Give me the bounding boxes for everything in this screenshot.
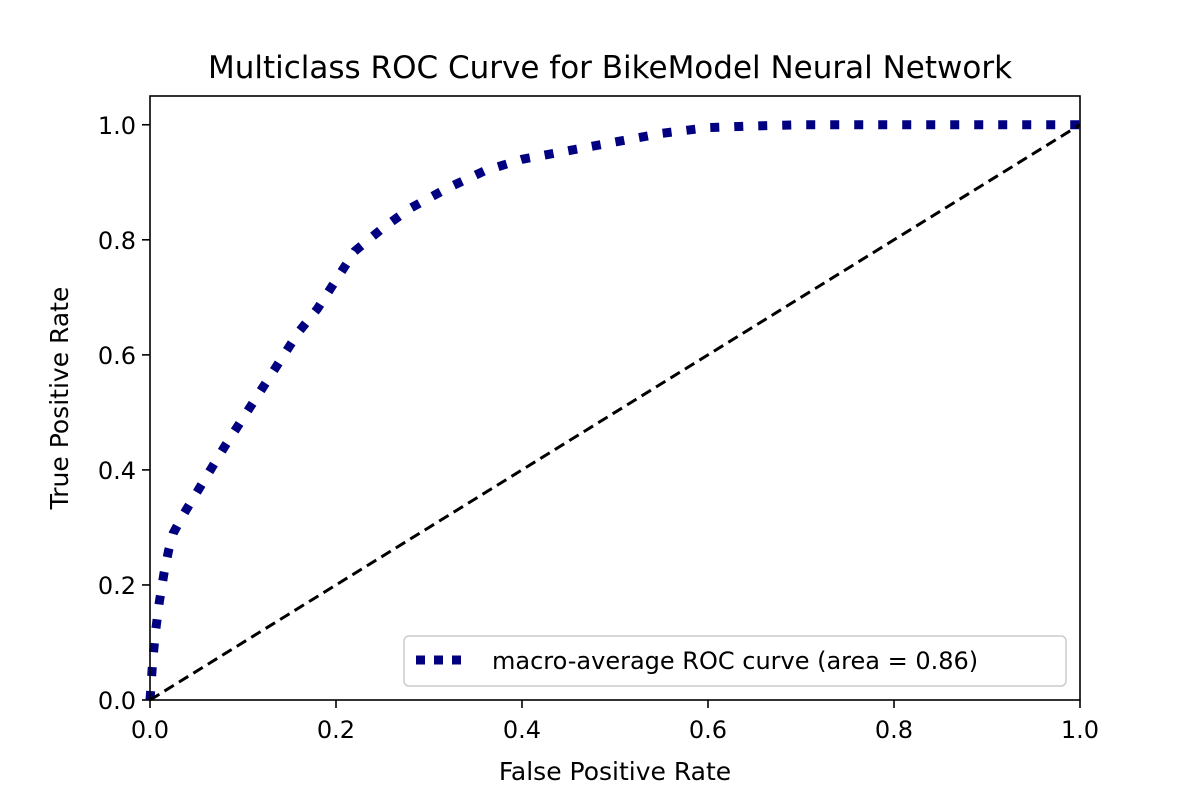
x-tick-label: 0.2 bbox=[317, 716, 355, 744]
legend: macro-average ROC curve (area = 0.86) bbox=[403, 635, 1067, 687]
series-line-diagonal bbox=[149, 123, 1081, 702]
legend-label-macro-average: macro-average ROC curve (area = 0.86) bbox=[492, 647, 978, 675]
y-tick-label: 0.0 bbox=[98, 687, 136, 715]
y-tick-label: 0.6 bbox=[98, 342, 136, 370]
x-tick-label: 0.8 bbox=[875, 716, 913, 744]
y-tick-label: 0.4 bbox=[98, 457, 136, 485]
y-axis-label: True Positive Rate bbox=[45, 287, 74, 511]
plot-frame bbox=[149, 95, 1081, 701]
chart-title: Multiclass ROC Curve for BikeModel Neura… bbox=[208, 50, 1012, 86]
y-tick-label: 0.8 bbox=[98, 227, 136, 255]
x-tick-label: 0.0 bbox=[131, 716, 169, 744]
tick-layer: 0.0 0.2 0.4 0.6 0.8 1.0 0.0 0.2 0.4 0.6 0.8 1.0 bbox=[98, 112, 1099, 744]
x-tick-label: 0.4 bbox=[503, 716, 541, 744]
x-axis-label: False Positive Rate bbox=[499, 757, 731, 786]
y-tick-label: 1.0 bbox=[98, 112, 136, 140]
legend-box bbox=[403, 635, 1067, 687]
series-layer bbox=[145, 120, 1081, 702]
x-tick-label: 0.6 bbox=[689, 716, 727, 744]
y-tick-label: 0.2 bbox=[98, 572, 136, 600]
x-tick-label: 1.0 bbox=[1061, 716, 1099, 744]
